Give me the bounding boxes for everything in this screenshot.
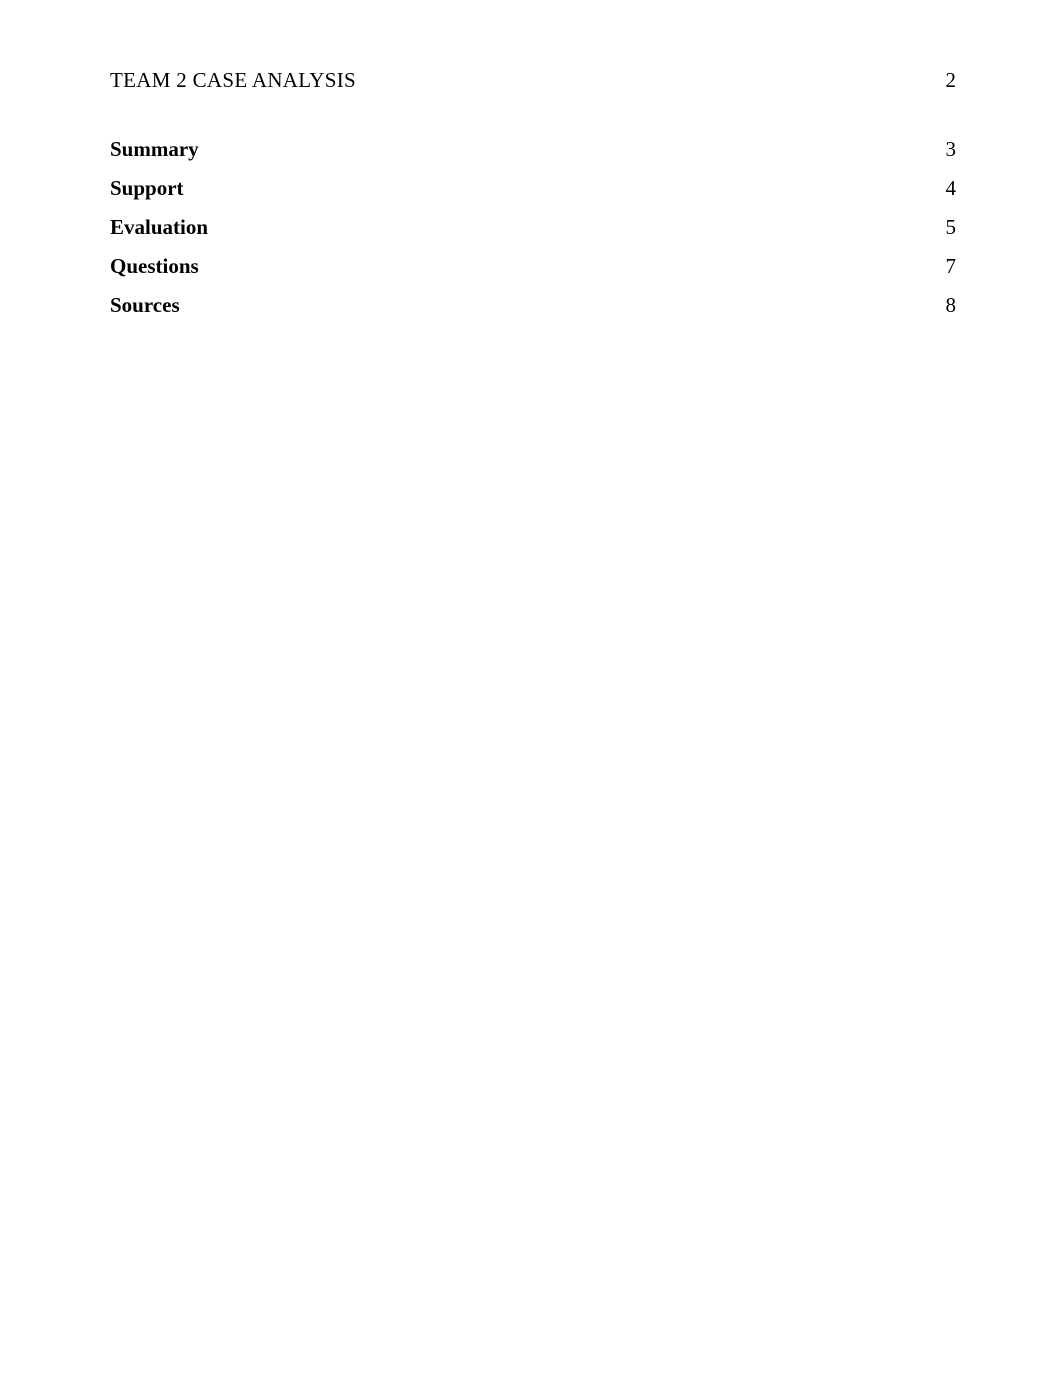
- toc-entry-page: 5: [946, 215, 967, 240]
- running-header-page-number: 2: [946, 68, 967, 93]
- toc-entry-page: 4: [946, 176, 967, 201]
- running-header: TEAM 2 CASE ANALYSIS 2: [110, 68, 966, 93]
- toc-entry: Summary 3: [110, 137, 966, 162]
- toc-entry-label: Support: [110, 176, 184, 201]
- toc-entry: Sources 8: [110, 293, 966, 318]
- toc-entry: Support 4: [110, 176, 966, 201]
- toc-entry: Evaluation 5: [110, 215, 966, 240]
- toc-entry: Questions 7: [110, 254, 966, 279]
- toc-entry-page: 8: [946, 293, 967, 318]
- toc-entry-label: Sources: [110, 293, 180, 318]
- toc-entry-label: Evaluation: [110, 215, 208, 240]
- table-of-contents: Summary 3 Support 4 Evaluation 5 Questio…: [110, 137, 966, 318]
- toc-entry-label: Summary: [110, 137, 199, 162]
- toc-entry-page: 7: [946, 254, 967, 279]
- document-page: TEAM 2 CASE ANALYSIS 2 Summary 3 Support…: [0, 0, 1062, 1376]
- running-header-title: TEAM 2 CASE ANALYSIS: [110, 68, 356, 93]
- toc-entry-page: 3: [946, 137, 967, 162]
- toc-entry-label: Questions: [110, 254, 199, 279]
